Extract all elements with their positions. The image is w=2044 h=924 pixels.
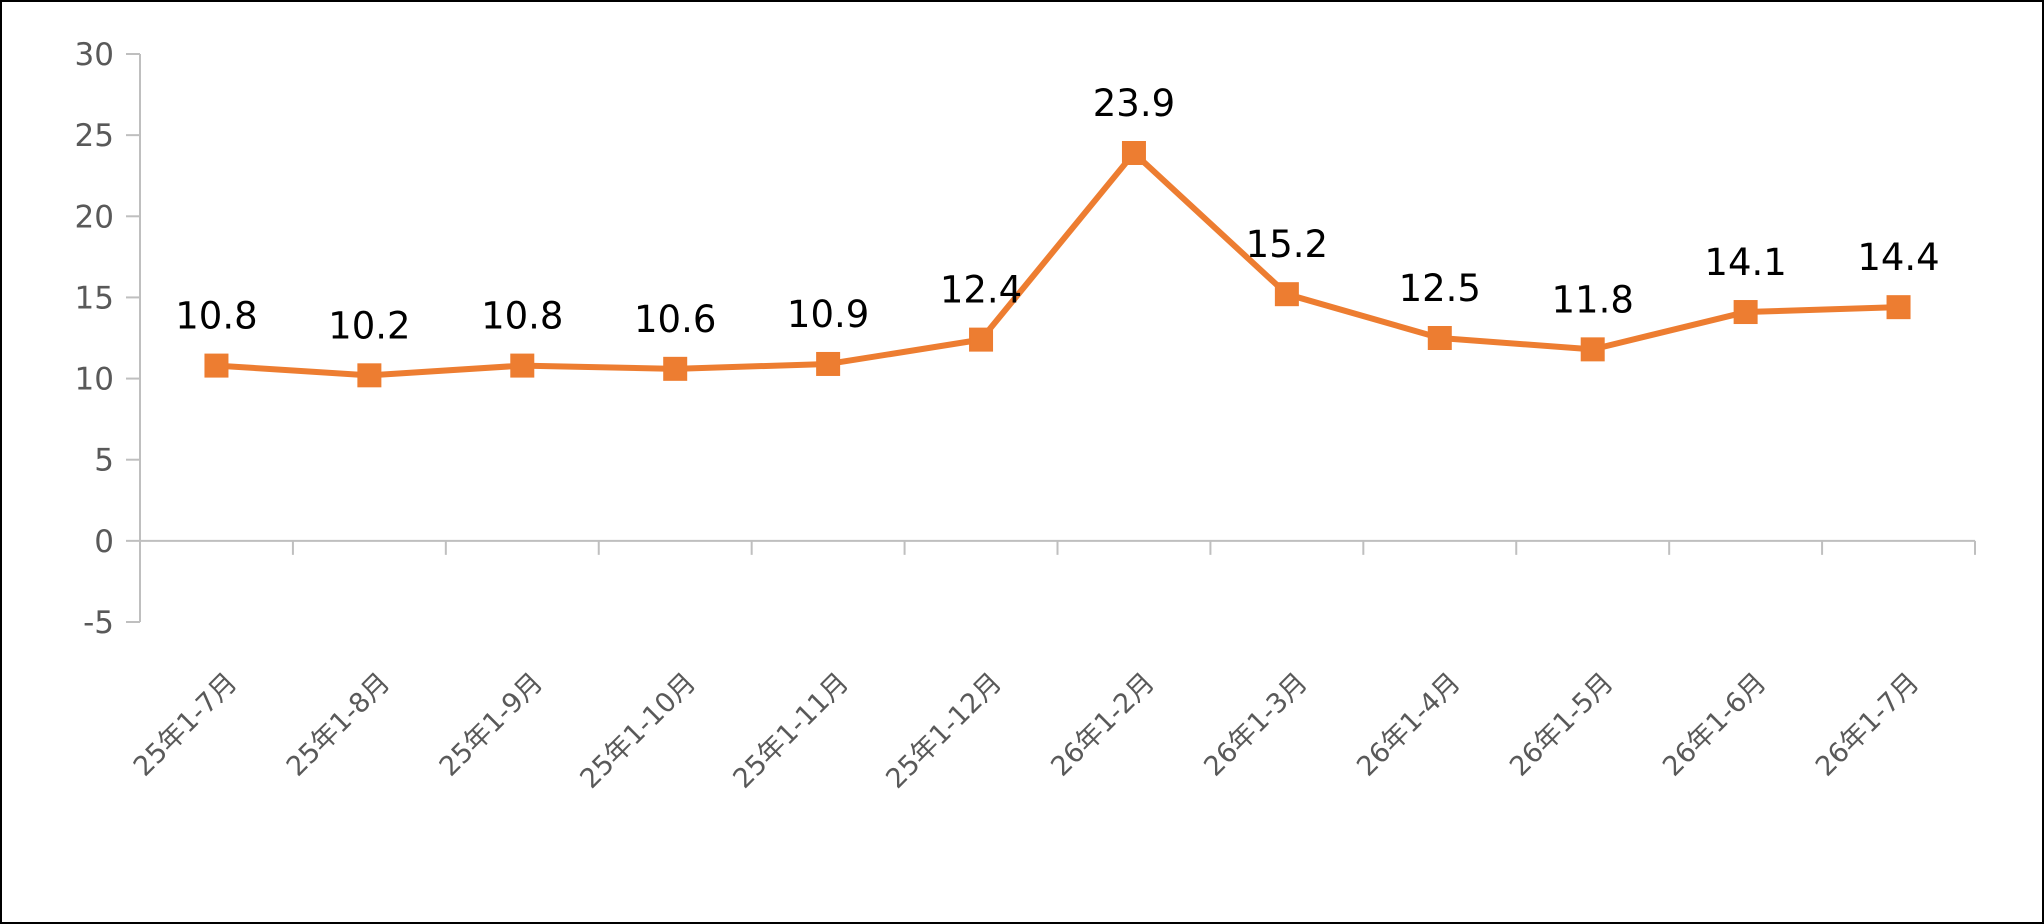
series-line-path xyxy=(213,149,1902,379)
y-tick-label: 10 xyxy=(75,362,114,398)
data-point-marker xyxy=(1580,337,1605,362)
y-tick-label: 20 xyxy=(75,199,114,235)
y-axis: -5 0 5 10 15 20 25 30 xyxy=(75,37,141,641)
data-label: 10.8 xyxy=(481,295,563,338)
data-label: 23.9 xyxy=(1093,82,1175,125)
data-point-marker xyxy=(1886,295,1911,320)
data-point-marker xyxy=(204,353,229,378)
data-label: 11.8 xyxy=(1552,278,1634,321)
data-label: 10.9 xyxy=(787,293,869,336)
data-label: 10.8 xyxy=(175,295,257,338)
x-tick-label: 25年1-7月 xyxy=(128,667,244,783)
data-point-marker xyxy=(969,327,994,352)
data-label: 12.4 xyxy=(940,269,1022,312)
data-label: 10.6 xyxy=(634,298,716,341)
x-tick-label: 26年1-2月 xyxy=(1045,667,1161,783)
data-point-marker xyxy=(816,351,841,376)
y-tick-label: 15 xyxy=(75,280,114,316)
y-tick-label: 30 xyxy=(75,37,114,73)
series-line xyxy=(213,149,1902,379)
x-tick-label: 25年1-10月 xyxy=(574,667,702,795)
data-labels: 10.8 10.2 10.8 10.6 10.9 12.4 23.9 15.2 12.5 11.8… xyxy=(175,82,1939,347)
data-point-marker xyxy=(1733,300,1758,325)
x-tick-label: 25年1-11月 xyxy=(727,667,855,795)
data-point-marker xyxy=(1427,326,1452,350)
y-tick-label: 0 xyxy=(94,524,114,560)
x-axis: 25年1-7月 25年1-8月 25年1-9月 25年1-10月 25年1-11月 25年… xyxy=(128,539,1976,795)
data-label: 14.1 xyxy=(1704,241,1786,284)
data-label: 15.2 xyxy=(1246,223,1328,266)
data-point-marker xyxy=(357,363,382,388)
x-tick-label: 26年1-7月 xyxy=(1810,667,1926,783)
x-tick-label: 25年1-12月 xyxy=(880,667,1008,795)
y-tick-label: -5 xyxy=(83,605,114,641)
data-label: 12.5 xyxy=(1399,267,1481,310)
data-label: 14.4 xyxy=(1857,236,1939,279)
y-tick-label: 25 xyxy=(75,118,114,154)
x-tick-label: 26年1-4月 xyxy=(1351,667,1467,783)
data-label: 10.2 xyxy=(328,304,410,347)
y-tick-label: 5 xyxy=(94,443,114,479)
x-tick-label: 26年1-5月 xyxy=(1504,667,1620,783)
series-markers xyxy=(204,140,1911,388)
data-point-marker xyxy=(510,353,535,378)
data-point-marker xyxy=(1121,140,1146,165)
x-tick-label: 25年1-9月 xyxy=(434,667,550,783)
x-tick-label: 25年1-8月 xyxy=(281,667,397,783)
x-tick-label: 26年1-3月 xyxy=(1198,667,1314,783)
data-point-marker xyxy=(663,356,688,381)
data-point-marker xyxy=(1274,282,1299,307)
x-tick-label: 26年1-6月 xyxy=(1657,667,1773,783)
